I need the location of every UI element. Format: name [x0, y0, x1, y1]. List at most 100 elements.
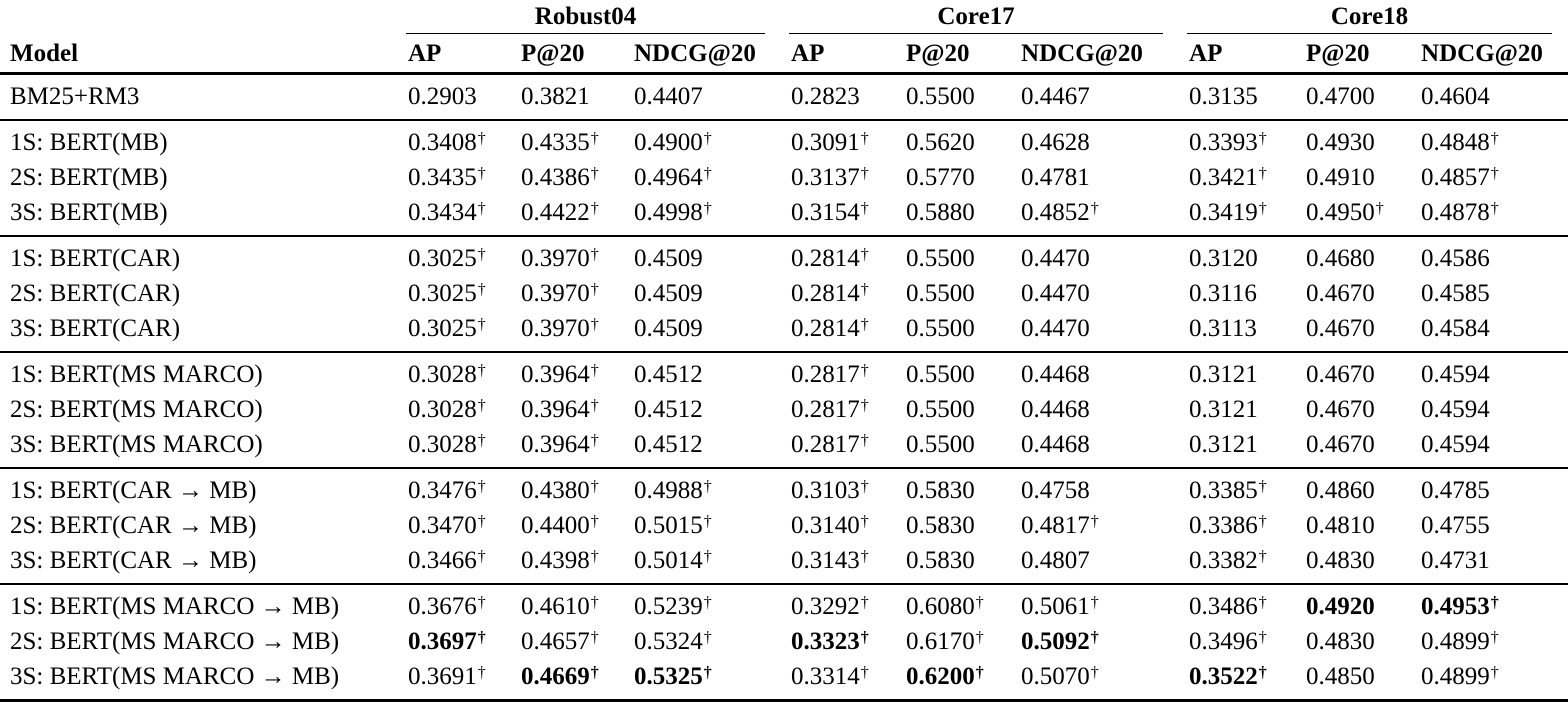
metric-value-cell: 0.3676† — [398, 584, 511, 624]
metric-value-cell: 0.6200† — [896, 659, 1011, 701]
metric-value-cell: 0.4594 — [1411, 352, 1568, 392]
dagger-significance-marker: † — [1090, 200, 1099, 217]
metric-value: 0.3419 — [1189, 199, 1258, 226]
metric-value: 0.4468 — [1021, 361, 1090, 388]
dagger-significance-marker: † — [477, 513, 486, 530]
column-group-rule — [406, 33, 766, 34]
metric-value-cell: 0.2814† — [781, 311, 896, 352]
metric-value-cell: 0.3323† — [781, 624, 896, 659]
dagger-significance-marker: † — [703, 513, 712, 530]
dagger-significance-marker: † — [477, 478, 486, 495]
metric-value: 0.4988 — [634, 477, 703, 504]
metric-value-cell: 0.3821 — [511, 74, 624, 121]
metric-value: 0.4380 — [521, 477, 590, 504]
metric-value-cell: 0.3486† — [1179, 584, 1296, 624]
table-row: BM25+RM3 0.2903 0.3821 0.4407 0.2823 0.5500 0.… — [0, 74, 1568, 121]
metric-value-cell: 0.4604 — [1411, 74, 1568, 121]
metric-value-cell: 0.5014† — [624, 543, 781, 584]
dagger-significance-marker: † — [590, 165, 599, 182]
dagger-significance-marker: † — [590, 432, 599, 449]
metric-value-cell: 0.3116 — [1179, 276, 1296, 311]
metric-value: 0.5061 — [1021, 593, 1090, 620]
metric-value-cell: 0.4852† — [1011, 195, 1179, 236]
column-group-label-core18: Core18 — [1330, 3, 1409, 30]
metric-value-cell: 0.4807 — [1011, 543, 1179, 584]
metric-header-ap-core18: AP — [1189, 40, 1223, 67]
metric-value: 0.4670 — [1306, 361, 1375, 388]
metric-value-cell: 0.4468 — [1011, 352, 1179, 392]
metric-value-cell: 0.4920 — [1296, 584, 1411, 624]
metric-value-cell: 0.4594 — [1411, 392, 1568, 427]
metric-value: 0.2817 — [791, 396, 860, 423]
metric-value: 0.4781 — [1021, 164, 1090, 191]
dagger-significance-marker: † — [590, 281, 599, 298]
dagger-significance-marker: † — [860, 548, 869, 565]
metric-value: 0.5014 — [634, 547, 703, 574]
metric-value: 0.3135 — [1189, 83, 1258, 110]
dagger-significance-marker: † — [590, 316, 599, 333]
metric-value-cell: 0.3386† — [1179, 508, 1296, 543]
metric-value: 0.3970 — [521, 315, 590, 342]
metric-value: 0.4509 — [634, 280, 703, 307]
column-group-rule — [789, 33, 1164, 34]
dagger-significance-marker: † — [860, 316, 869, 333]
metric-value-cell: 0.4830 — [1296, 624, 1411, 659]
metric-value: 0.4512 — [634, 396, 703, 423]
column-group-label-robust04: Robust04 — [534, 3, 637, 30]
dagger-significance-marker: † — [703, 165, 712, 182]
metric-value: 0.2814 — [791, 280, 860, 307]
table-row: 1S: BERT(CAR) 0.3025† 0.3970† 0.4509 0.2814†… — [0, 236, 1568, 276]
dagger-significance-marker: † — [1490, 629, 1499, 646]
metric-value-cell: 0.3697† — [398, 624, 511, 659]
metric-value-cell: 0.3028† — [398, 427, 511, 468]
metric-value-cell: 0.3121 — [1179, 392, 1296, 427]
metric-value: 0.4852 — [1021, 199, 1090, 226]
metric-value-cell: 0.5500 — [896, 236, 1011, 276]
metric-value-cell: 0.4817† — [1011, 508, 1179, 543]
metric-value: 0.6080 — [906, 593, 975, 620]
metric-value: 0.3025 — [408, 245, 477, 272]
metric-value: 0.4850 — [1306, 663, 1375, 690]
dagger-significance-marker: † — [477, 316, 486, 333]
metric-value: 0.4900 — [634, 129, 703, 156]
metric-value: 0.4950 — [1306, 199, 1375, 226]
dagger-significance-marker: † — [590, 629, 599, 646]
metric-value-cell: 0.4953† — [1411, 584, 1568, 624]
metric-value: 0.4920 — [1306, 593, 1375, 620]
metric-value-cell: 0.5770 — [896, 160, 1011, 195]
metric-value-cell: 0.4670 — [1296, 352, 1411, 392]
metric-value-cell: 0.4400† — [511, 508, 624, 543]
metric-value: 0.5500 — [906, 280, 975, 307]
model-name-cell: 2S: BERT(MS MARCO → MB) — [10, 628, 340, 655]
table-section: 1S: BERT(MS MARCO) 0.3028† 0.3964† 0.4512 0.… — [0, 352, 1568, 468]
dagger-significance-marker: † — [477, 130, 486, 147]
metric-value-cell: 0.4758 — [1011, 468, 1179, 508]
metric-value-cell: 0.4785 — [1411, 468, 1568, 508]
metric-value: 0.3314 — [791, 663, 860, 690]
dagger-significance-marker: † — [1258, 594, 1267, 611]
metric-value: 0.4785 — [1421, 477, 1490, 504]
metric-value-cell: 0.3028† — [398, 352, 511, 392]
metric-value: 0.3140 — [791, 512, 860, 539]
dagger-significance-marker: † — [1490, 664, 1499, 681]
metric-value-cell: 0.3470† — [398, 508, 511, 543]
dagger-significance-marker: † — [703, 200, 712, 217]
table-row: 1S: BERT(MB) 0.3408† 0.4335† 0.4900† 0.3091†… — [0, 120, 1568, 160]
model-name-cell: 2S: BERT(CAR → MB) — [10, 512, 257, 539]
metric-value-cell: 0.4586 — [1411, 236, 1568, 276]
metric-value-cell: 0.4830 — [1296, 543, 1411, 584]
table-row: 2S: BERT(MS MARCO) 0.3028† 0.3964† 0.4512 0.… — [0, 392, 1568, 427]
dagger-significance-marker: † — [703, 594, 712, 611]
metric-value: 0.4512 — [634, 361, 703, 388]
metric-value-cell: 0.4899† — [1411, 659, 1568, 701]
metric-value: 0.3421 — [1189, 164, 1258, 191]
metric-value-cell: 0.2814† — [781, 236, 896, 276]
metric-value-cell: 0.3025† — [398, 236, 511, 276]
metric-value-cell: 0.4509 — [624, 236, 781, 276]
metric-value: 0.4585 — [1421, 280, 1490, 307]
metric-value: 0.4509 — [634, 315, 703, 342]
metric-value-cell: 0.4509 — [624, 276, 781, 311]
metric-value-cell: 0.4628 — [1011, 120, 1179, 160]
metric-value-cell: 0.5500 — [896, 311, 1011, 352]
metric-value: 0.3408 — [408, 129, 477, 156]
